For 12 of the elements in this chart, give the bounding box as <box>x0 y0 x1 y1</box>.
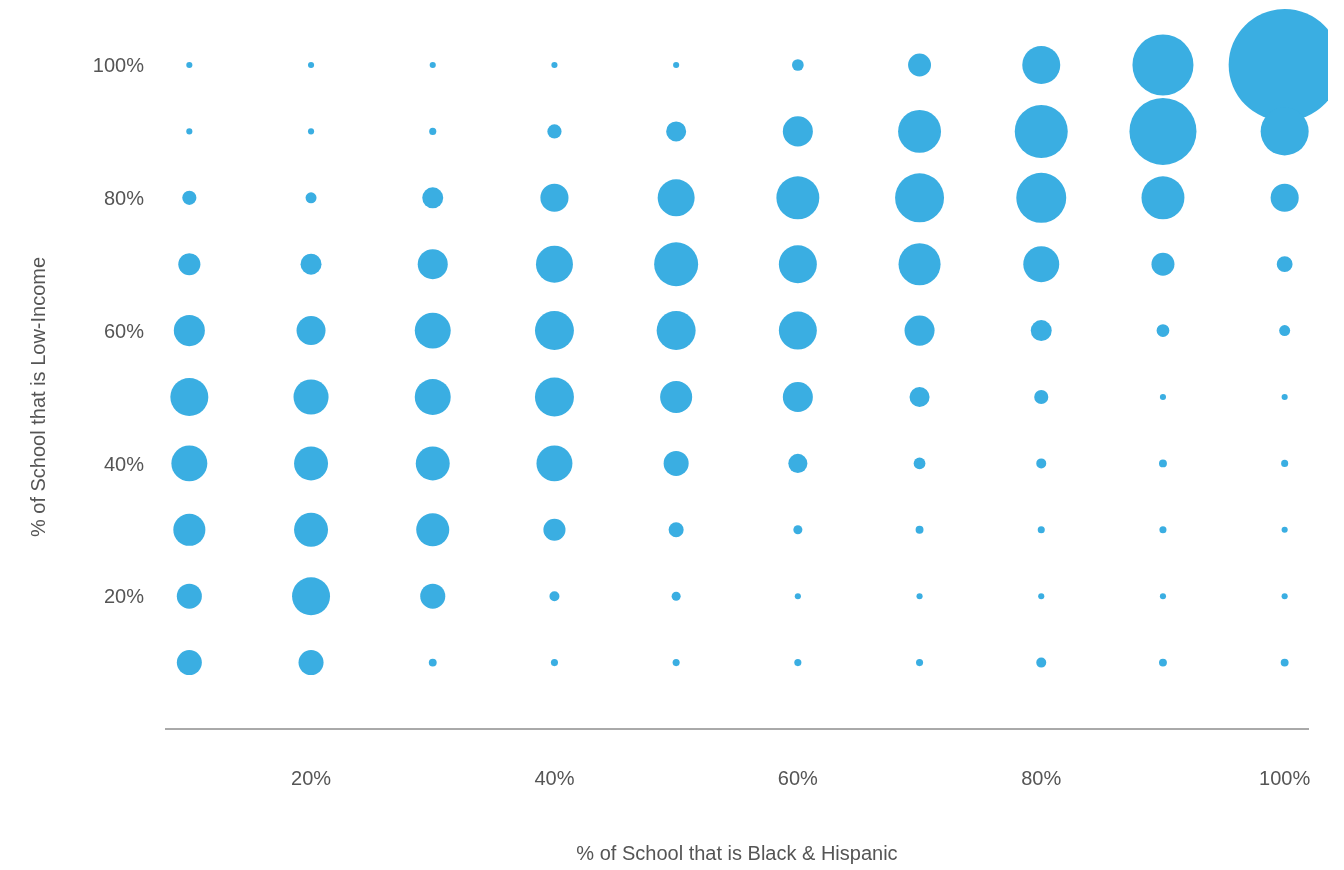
y-axis-title: % of School that is Low-Income <box>27 256 50 538</box>
x-axis-title: % of School that is Black & Hispanic <box>576 842 898 864</box>
y-tick-label: 40% <box>103 452 145 475</box>
x-tick-label: 40% <box>534 767 575 790</box>
x-tick-label: 80% <box>1021 767 1062 790</box>
y-tick-label: 60% <box>103 319 145 342</box>
y-tick-label: 100% <box>92 54 145 77</box>
y-tick-label: 20% <box>103 585 145 608</box>
x-tick-label: 20% <box>291 767 332 790</box>
x-tick-label: 60% <box>777 767 819 790</box>
x-tick-label: 100% <box>1259 767 1311 790</box>
y-tick-label: 80% <box>103 186 145 209</box>
